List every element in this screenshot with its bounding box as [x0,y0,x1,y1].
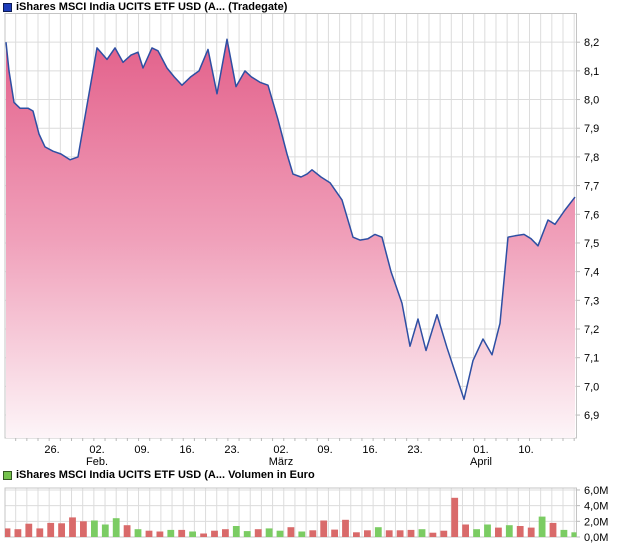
svg-text:8,1: 8,1 [584,66,599,78]
svg-text:7,4: 7,4 [584,267,599,279]
svg-text:7,5: 7,5 [584,238,599,250]
svg-text:Feb.: Feb. [86,456,108,468]
svg-text:7,1: 7,1 [584,353,599,365]
svg-text:7,9: 7,9 [584,123,599,135]
svg-text:02.: 02. [273,444,288,456]
svg-text:09.: 09. [134,444,149,456]
svg-text:2,0M: 2,0M [584,516,608,528]
svg-text:16.: 16. [362,444,377,456]
volume-bars [5,497,577,537]
price-chart-title: iShares MSCI India UCITS ETF USD (A... (… [16,1,288,13]
svg-text:7,6: 7,6 [584,209,599,221]
price-series-legend-swatch [3,3,12,12]
svg-text:02.: 02. [89,444,104,456]
svg-text:8,2: 8,2 [584,37,599,49]
price-y-axis: 8,2 8,1 8,0 7,9 7,8 7,7 7,6 7,5 7,4 7,3 7,2 7,1 7,0 6… [576,37,599,422]
price-x-axis: 26. 02. 09. 16. 23. 02. 09. 16. 23. 01. 10. Feb. Mär… [15,438,575,468]
svg-text:6,9: 6,9 [584,410,599,422]
svg-text:10.: 10. [518,444,533,456]
svg-text:7,7: 7,7 [584,181,599,193]
price-area-series [5,38,576,438]
svg-text:7,3: 7,3 [584,295,599,307]
svg-text:01.: 01. [473,444,488,456]
svg-text:7,8: 7,8 [584,152,599,164]
svg-text:0,0M: 0,0M [584,532,608,544]
volume-chart-title-row: iShares MSCI India UCITS ETF USD (A... V… [3,470,315,481]
svg-text:6,0M: 6,0M [584,485,608,497]
svg-text:23.: 23. [407,444,422,456]
svg-text:8,0: 8,0 [584,95,599,107]
svg-text:23.: 23. [224,444,239,456]
svg-text:7,0: 7,0 [584,381,599,393]
svg-text:09.: 09. [317,444,332,456]
volume-chart-title: iShares MSCI India UCITS ETF USD (A... V… [16,469,315,481]
price-chart-title-row: iShares MSCI India UCITS ETF USD (A... (… [3,2,287,13]
svg-text:4,0M: 4,0M [584,501,608,513]
svg-text:16.: 16. [179,444,194,456]
svg-text:März: März [269,456,293,468]
svg-text:7,2: 7,2 [584,324,599,336]
svg-text:April: April [470,456,492,468]
svg-text:26.: 26. [44,444,59,456]
volume-y-axis: 6,0M 4,0M 2,0M 0,0M [576,485,608,544]
volume-series-legend-swatch [3,471,12,480]
